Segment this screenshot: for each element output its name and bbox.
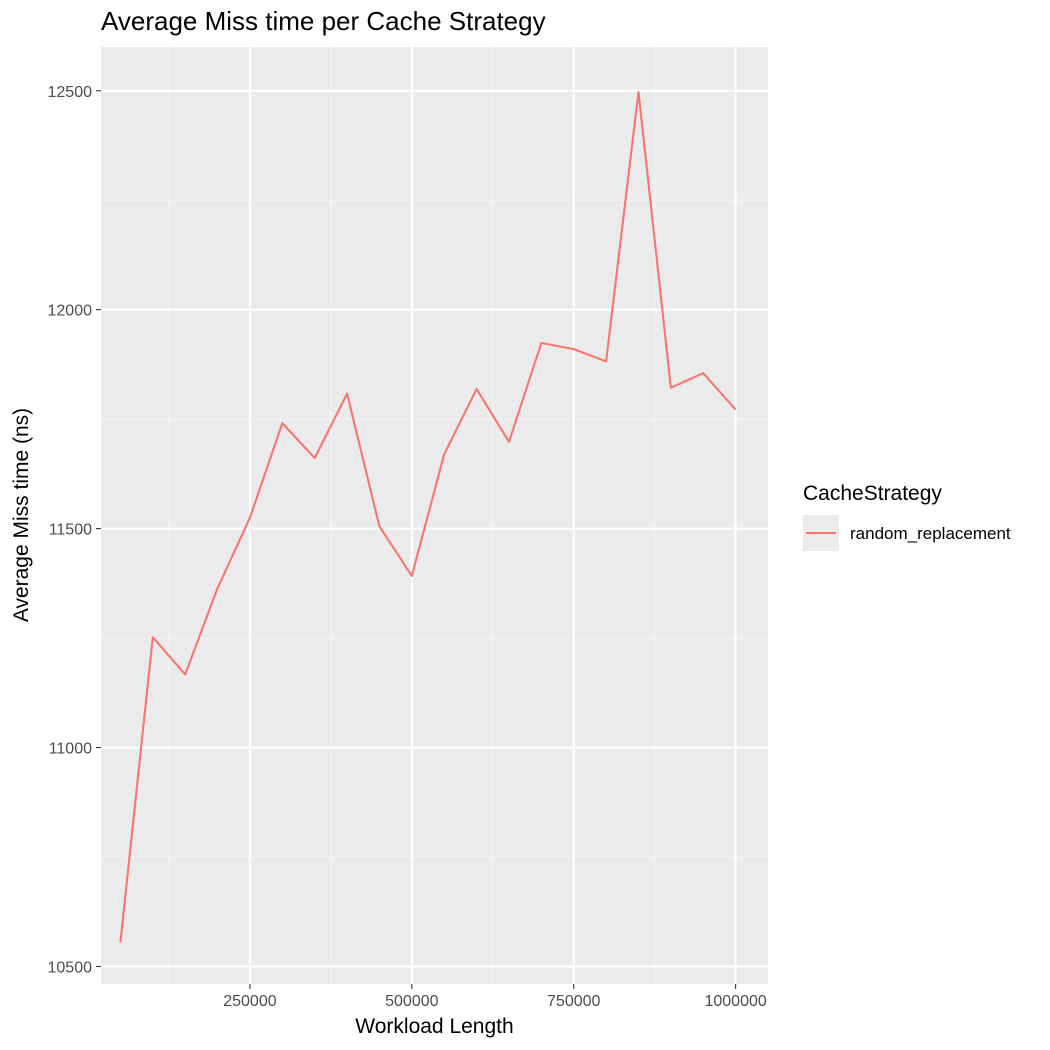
- plot-panel: [101, 47, 768, 984]
- y-axis-title: Average Miss time (ns): [10, 408, 33, 622]
- x-axis-title: Workload Length: [355, 1015, 513, 1038]
- x-tick-label: 1000000: [704, 993, 766, 1010]
- y-tick-label: 11500: [49, 522, 92, 539]
- panel-background: [101, 47, 768, 984]
- legend-title: CacheStrategy: [803, 482, 942, 505]
- legend: CacheStrategy random_replacement: [803, 482, 1011, 551]
- y-tick-label: 12500: [48, 84, 93, 101]
- minor-gridlines: [101, 47, 768, 984]
- x-tick-label: 250000: [223, 993, 276, 1010]
- x-tick-label: 750000: [547, 993, 600, 1010]
- x-axis: 250000 500000 750000 1000000: [223, 984, 767, 1010]
- legend-items: random_replacement: [803, 515, 1011, 551]
- y-tick-label: 11000: [49, 741, 92, 758]
- y-axis: 10500 11000 11500 12000 12500: [48, 84, 101, 976]
- legend-label: random_replacement: [850, 524, 1011, 543]
- y-tick-label: 12000: [48, 303, 93, 320]
- series-line-random_replacement: [119, 91, 737, 943]
- series-lines: [119, 91, 737, 943]
- x-tick-label: 500000: [385, 993, 438, 1010]
- chart-title: Average Miss time per Cache Strategy: [101, 6, 546, 36]
- y-tick-label: 10500: [48, 959, 93, 976]
